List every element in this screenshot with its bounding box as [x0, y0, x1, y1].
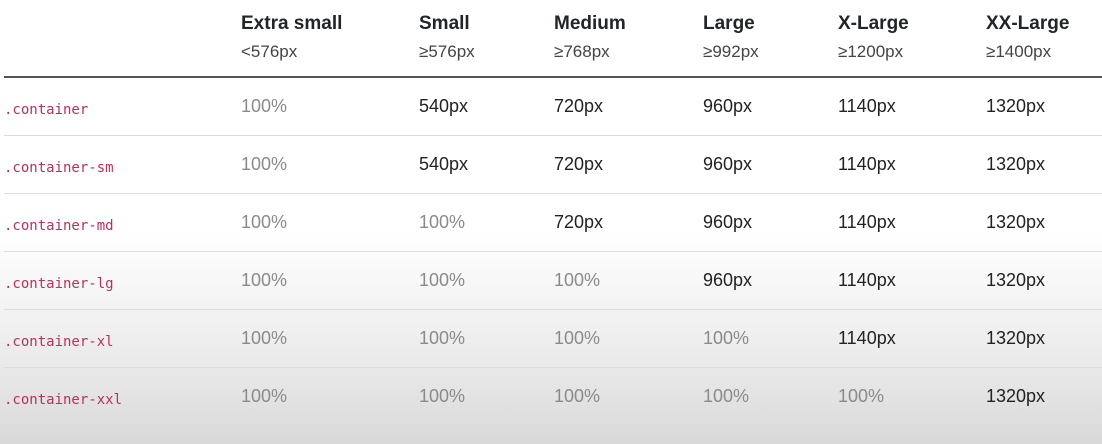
- table-cell: 960px: [703, 77, 838, 136]
- table-row: .container-xxl 100% 100% 100% 100% 100% …: [4, 367, 1102, 426]
- table-row: .container 100% 540px 720px 960px 1140px…: [4, 77, 1102, 136]
- table-cell: 100%: [241, 425, 419, 444]
- breakpoint-name: Large: [703, 13, 755, 34]
- table-row: .container-lg 100% 100% 100% 960px 1140p…: [4, 251, 1102, 310]
- table-cell: 100%: [554, 367, 703, 426]
- breakpoint-name: Extra small: [241, 13, 343, 34]
- breakpoint-size: ≥1400px: [986, 42, 1052, 61]
- header-row: Extra small <576px Small ≥576px Medium ≥…: [4, 0, 1102, 78]
- header-small: Small ≥576px: [419, 0, 554, 78]
- breakpoint-size: ≥1200px: [838, 42, 904, 61]
- table-row: .container-md 100% 100% 720px 960px 1140…: [4, 193, 1102, 252]
- row-class-name: .container-md: [4, 193, 241, 252]
- table-cell: 100%: [241, 77, 419, 136]
- table-cell: 100%: [419, 425, 554, 444]
- table-cell: 100%: [703, 309, 838, 368]
- header-medium: Medium ≥768px: [554, 0, 703, 78]
- table-cell: 1140px: [838, 309, 986, 368]
- header-corner: [4, 0, 241, 78]
- table-cell: 100%: [838, 367, 986, 426]
- table-cell: 100%: [554, 425, 703, 444]
- table-cell: 100%: [241, 135, 419, 194]
- table-cell: 1320px: [986, 251, 1102, 310]
- row-class-name: .container-sm: [4, 135, 241, 194]
- table-cell: 1320px: [986, 135, 1102, 194]
- breakpoint-name: X-Large: [838, 13, 909, 34]
- breakpoint-size: <576px: [241, 42, 298, 61]
- table-cell: 540px: [419, 77, 554, 136]
- table-cell: 100%: [703, 425, 838, 444]
- header-x-large: X-Large ≥1200px: [838, 0, 986, 78]
- table-cell: 100%: [241, 251, 419, 310]
- table-cell: 1140px: [838, 251, 986, 310]
- breakpoint-size: ≥768px: [554, 42, 610, 61]
- table-cell: 960px: [703, 193, 838, 252]
- table-cell: 720px: [554, 135, 703, 194]
- table-cell: 100%: [419, 251, 554, 310]
- table-cell: 100%: [986, 425, 1102, 444]
- breakpoint-name: Medium: [554, 13, 626, 34]
- breakpoint-size: ≥992px: [703, 42, 759, 61]
- table-row: .container-xl 100% 100% 100% 100% 1140px…: [4, 309, 1102, 368]
- table-cell: 960px: [703, 251, 838, 310]
- table-cell: 100%: [419, 367, 554, 426]
- table-cell: 1140px: [838, 77, 986, 136]
- table-cell: 100%: [703, 367, 838, 426]
- table-row: .container-fluid 100% 100% 100% 100% 100…: [4, 425, 1102, 444]
- table-cell: 1320px: [986, 77, 1102, 136]
- header-large: Large ≥992px: [703, 0, 838, 78]
- table-cell: 1140px: [838, 135, 986, 194]
- header-xx-large: XX-Large ≥1400px: [986, 0, 1102, 78]
- table-cell: 100%: [419, 309, 554, 368]
- breakpoint-name: XX-Large: [986, 13, 1070, 34]
- table-cell: 960px: [703, 135, 838, 194]
- table-cell: 100%: [241, 309, 419, 368]
- table-cell: 720px: [554, 193, 703, 252]
- table-cell: 100%: [241, 367, 419, 426]
- row-class-name: .container-xl: [4, 309, 241, 368]
- breakpoint-table: Extra small <576px Small ≥576px Medium ≥…: [4, 0, 1102, 444]
- breakpoint-name: Small: [419, 13, 470, 34]
- table-cell: 720px: [554, 77, 703, 136]
- breakpoint-size: ≥576px: [419, 42, 475, 61]
- table-cell: 100%: [554, 309, 703, 368]
- table-cell: 540px: [419, 135, 554, 194]
- table-cell: 100%: [554, 251, 703, 310]
- row-class-name: .container-fluid: [4, 425, 241, 444]
- row-class-name: .container-lg: [4, 251, 241, 310]
- table-cell: 100%: [838, 425, 986, 444]
- table-cell: 100%: [419, 193, 554, 252]
- table-row: .container-sm 100% 540px 720px 960px 114…: [4, 135, 1102, 194]
- table-cell: 1320px: [986, 309, 1102, 368]
- row-class-name: .container: [4, 77, 241, 136]
- table-cell: 100%: [241, 193, 419, 252]
- row-class-name: .container-xxl: [4, 367, 241, 426]
- table-cell: 1320px: [986, 367, 1102, 426]
- header-extra-small: Extra small <576px: [241, 0, 419, 78]
- table-cell: 1320px: [986, 193, 1102, 252]
- table-cell: 1140px: [838, 193, 986, 252]
